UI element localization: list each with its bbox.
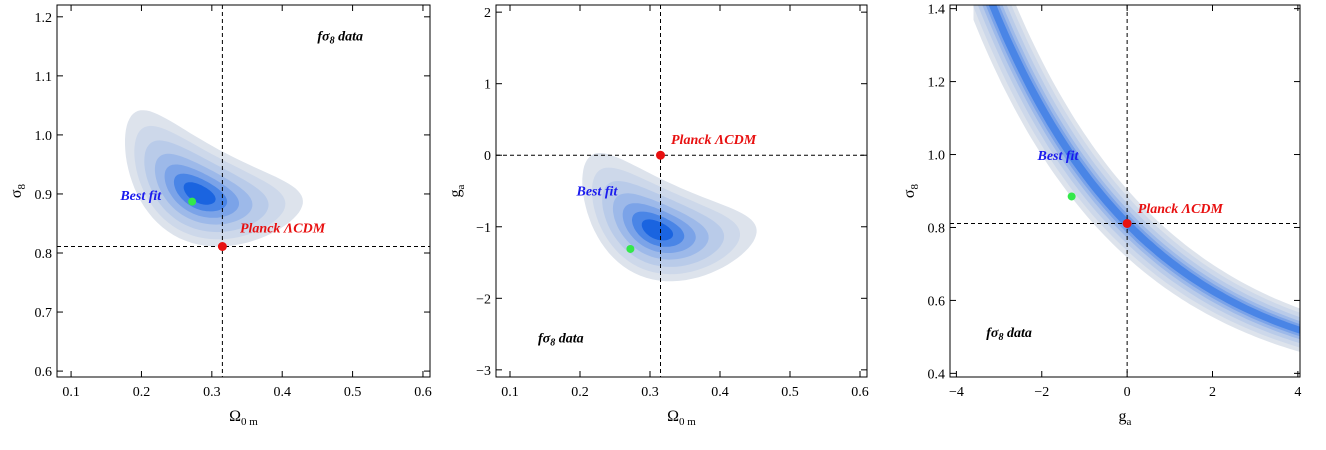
x-tick-label: 0.3 — [641, 385, 659, 400]
contour-region — [125, 110, 303, 247]
x-axis-label-sub: 0 m — [679, 416, 696, 428]
x-tick-label: 0.3 — [203, 385, 221, 400]
panel-2: 0.1 0.2 0.3 0.4 0.5 0.6 −3 −2 −1 0 1 2 Ω0 m ga fσ8 dat… — [447, 4, 869, 428]
plot-frame — [949, 4, 1301, 378]
contour-level-4 — [982, 5, 1300, 340]
x-axis-label: Ω0 m — [667, 408, 696, 428]
y-tick-label: 1.4 — [928, 3, 946, 18]
planck-label: Planck ΛCDM — [671, 133, 757, 148]
y-tick-label: −3 — [476, 364, 491, 379]
best-fit-label: Best fit — [119, 189, 162, 204]
panel-1: 0.1 0.2 0.3 0.4 0.5 0.6 0.6 0.7 0.8 0.9 1.0 1.1 1.2 Ω… — [8, 4, 432, 428]
planck-label: Planck ΛCDM — [1138, 202, 1224, 217]
y-axis-label-main: σ — [8, 189, 25, 198]
x-tick-label: −2 — [1034, 385, 1049, 400]
y-tick-label: 0.8 — [35, 247, 53, 262]
x-tick-label: 0.6 — [414, 385, 432, 400]
y-axis-label-sub: 8 — [909, 183, 921, 189]
x-tick-label: 0.5 — [344, 385, 362, 400]
x-axis-label-main: Ω — [229, 408, 241, 425]
x-axis-label-sub: a — [1127, 416, 1132, 428]
x-tick-label: 0.1 — [501, 385, 519, 400]
y-axis-label: σ8 — [901, 183, 921, 198]
best-fit-point — [188, 197, 197, 206]
y-tick-label: 2 — [484, 6, 491, 21]
dataset-label-post: data — [555, 332, 583, 347]
y-tick-label: −1 — [476, 221, 491, 236]
y-tick-label: 1.0 — [35, 129, 53, 144]
dataset-label: fσ8 data — [317, 29, 363, 46]
x-axis-label-main: g — [1119, 408, 1127, 425]
y-tick-label: 1.0 — [928, 149, 946, 164]
dataset-label: fσ8 data — [538, 332, 584, 349]
best-fit-point — [1067, 192, 1076, 201]
y-tick-label: 0.7 — [35, 306, 53, 321]
x-tick-label: 0.1 — [62, 385, 80, 400]
x-axis-label: ga — [1119, 408, 1132, 428]
contour-level-1 — [973, 5, 1300, 352]
y-tick-label: 0.6 — [35, 365, 53, 380]
best-fit-label: Best fit — [1037, 149, 1080, 164]
x-axis-label-sub: 0 m — [241, 416, 258, 428]
x-tick-label: 0 — [1124, 385, 1131, 400]
contour-region — [582, 153, 757, 282]
y-tick-label: 0 — [484, 149, 491, 164]
y-axis-label: ga — [447, 184, 467, 197]
y-axis-label-main: σ — [901, 189, 918, 198]
y-tick-label: 1 — [484, 78, 491, 93]
planck-point — [1122, 218, 1132, 228]
plot-frame — [56, 4, 431, 378]
y-axis-label-sub: a — [455, 184, 467, 189]
x-tick-label: 2 — [1209, 385, 1216, 400]
y-tick-label: 1.2 — [928, 76, 946, 91]
planck-label: Planck ΛCDM — [240, 221, 326, 236]
x-tick-label: 0.4 — [273, 385, 291, 400]
x-tick-label: 0.4 — [711, 385, 729, 400]
y-tick-label: 1.1 — [35, 70, 53, 85]
plot-frame — [495, 4, 868, 378]
y-tick-label: 1.2 — [35, 11, 53, 26]
dataset-label-sub: 8 — [550, 338, 555, 349]
dataset-label-sub: 8 — [998, 332, 1003, 343]
y-axis-label-sub: 8 — [16, 183, 28, 189]
y-tick-label: −2 — [476, 292, 491, 307]
x-tick-label: −4 — [949, 385, 964, 400]
best-fit-point — [626, 244, 635, 253]
y-tick-label: 0.9 — [35, 188, 53, 203]
y-tick-label: 0.8 — [928, 221, 946, 236]
dataset-label: fσ8 data — [986, 326, 1032, 343]
x-tick-label: 0.5 — [781, 385, 799, 400]
y-tick-label: 0.4 — [928, 367, 946, 382]
dataset-label-main: fσ — [317, 29, 330, 44]
dataset-label-main: fσ — [538, 332, 551, 347]
y-tick-label: 0.6 — [928, 294, 946, 309]
best-fit-label: Best fit — [576, 184, 619, 199]
x-tick-label: 0.6 — [851, 385, 869, 400]
y-axis-label: σ8 — [8, 183, 28, 198]
contour-region — [973, 5, 1300, 352]
x-tick-label: 4 — [1294, 385, 1301, 400]
dataset-label-post: data — [1003, 326, 1031, 341]
y-axis-label-main: g — [447, 189, 464, 197]
dataset-label-main: fσ — [986, 326, 999, 341]
x-tick-label: 0.2 — [571, 385, 589, 400]
dataset-label-post: data — [335, 29, 363, 44]
x-axis-label: Ω0 m — [229, 408, 258, 428]
dataset-label-sub: 8 — [330, 35, 335, 46]
x-axis-label-main: Ω — [667, 408, 679, 425]
x-tick-label: 0.2 — [133, 385, 151, 400]
planck-point — [217, 242, 227, 252]
contour-level-7 — [641, 219, 674, 241]
planck-point — [656, 150, 665, 160]
